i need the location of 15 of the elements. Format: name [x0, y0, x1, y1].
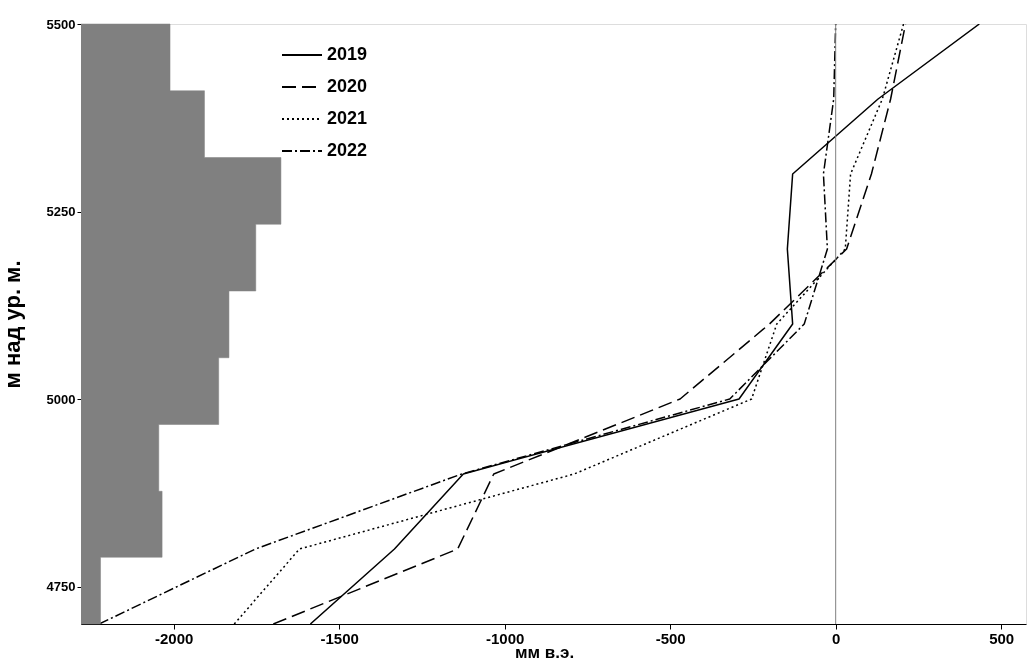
- x-tick-label: -500: [655, 629, 686, 647]
- y-tick-label: 5250: [46, 204, 76, 219]
- y-tick-label: 5000: [46, 391, 76, 407]
- x-tick-label: 500: [989, 629, 1015, 647]
- x-tick-label: -1000: [485, 629, 525, 647]
- x-tick-label: -2000: [154, 629, 194, 647]
- x-tick-label: -1500: [320, 629, 359, 647]
- y-axis-title: м над ур. м.: [0, 260, 25, 389]
- y-tick-label: 5500: [46, 16, 76, 32]
- legend-label: 2021: [327, 108, 368, 128]
- legend-label: 2020: [327, 76, 368, 96]
- legend-label: 2022: [327, 140, 368, 160]
- legend-label: 2019: [327, 44, 368, 64]
- x-tick-label: 0: [832, 629, 841, 647]
- y-tick-label: 4750: [46, 579, 76, 594]
